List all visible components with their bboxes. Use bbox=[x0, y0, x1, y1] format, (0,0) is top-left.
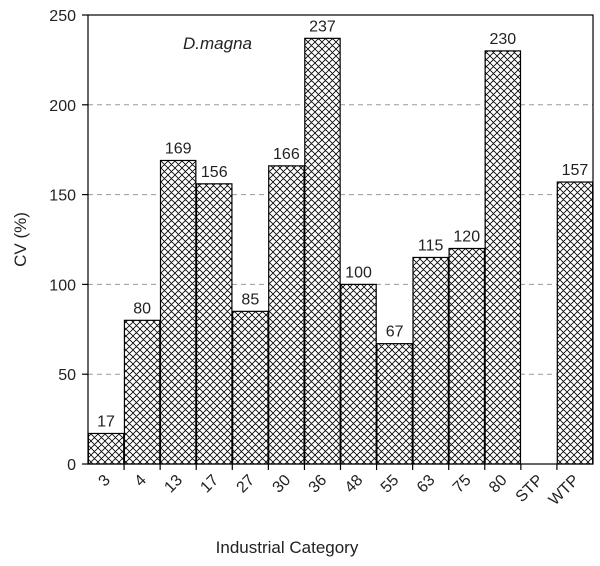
data-label-55: 67 bbox=[386, 324, 404, 341]
bar-48 bbox=[340, 283, 377, 465]
x-tick-label: 27 bbox=[234, 472, 259, 497]
y-tick-label: 0 bbox=[67, 457, 76, 474]
data-label-27: 85 bbox=[241, 291, 259, 308]
bar-4 bbox=[123, 319, 161, 465]
data-label-48: 100 bbox=[345, 264, 372, 281]
data-label-WTP: 157 bbox=[562, 162, 589, 179]
data-label-75: 120 bbox=[453, 228, 480, 245]
bar-17 bbox=[195, 183, 233, 465]
data-label-80: 230 bbox=[489, 31, 516, 48]
x-tick-label: 80 bbox=[486, 472, 511, 497]
data-label-36: 237 bbox=[309, 18, 336, 35]
data-labels: 17 80 169 156 85 166 237 100 67 115 120 230 157 bbox=[97, 18, 588, 430]
data-label-3: 17 bbox=[97, 413, 115, 430]
bar-27 bbox=[232, 310, 269, 465]
chart-annotation: D.magna bbox=[183, 34, 252, 53]
y-axis-ticks: 0 50 100 150 200 250 bbox=[49, 8, 88, 474]
data-label-4: 80 bbox=[133, 300, 151, 317]
x-tick-label: 13 bbox=[161, 472, 186, 497]
data-label-17: 156 bbox=[201, 164, 228, 181]
x-axis-title: Industrial Category bbox=[216, 538, 359, 557]
data-label-30: 166 bbox=[273, 146, 300, 163]
bar-80 bbox=[484, 50, 522, 465]
x-tick-label: 30 bbox=[270, 472, 295, 497]
bar-3 bbox=[87, 432, 125, 465]
x-tick-label: 17 bbox=[197, 472, 222, 497]
x-tick-label: STP bbox=[513, 472, 547, 506]
x-tick-label: 75 bbox=[450, 472, 475, 497]
bar-63 bbox=[412, 256, 449, 465]
x-tick-label: 63 bbox=[414, 472, 439, 497]
bar-75 bbox=[448, 247, 486, 465]
x-tick-label: 3 bbox=[96, 472, 114, 490]
x-tick-label: 36 bbox=[306, 472, 331, 497]
y-tick-label: 100 bbox=[49, 277, 76, 294]
bar-30 bbox=[268, 165, 305, 465]
y-tick-label: 200 bbox=[49, 98, 76, 115]
x-tick-label: WTP bbox=[546, 472, 583, 509]
y-tick-label: 150 bbox=[49, 188, 76, 205]
x-tick-label: 4 bbox=[132, 472, 150, 490]
data-label-13: 169 bbox=[165, 140, 192, 157]
x-tick-label: 55 bbox=[378, 472, 403, 497]
bars bbox=[87, 37, 594, 465]
bar-13 bbox=[159, 159, 197, 465]
y-tick-label: 250 bbox=[49, 8, 76, 25]
y-axis-title: CV (%) bbox=[11, 212, 30, 267]
data-label-63: 115 bbox=[418, 237, 444, 254]
y-tick-label: 50 bbox=[58, 367, 76, 384]
bar-WTP bbox=[556, 181, 594, 465]
bar-36 bbox=[304, 37, 341, 465]
bar-55 bbox=[376, 343, 413, 465]
x-tick-label: 48 bbox=[342, 472, 367, 497]
